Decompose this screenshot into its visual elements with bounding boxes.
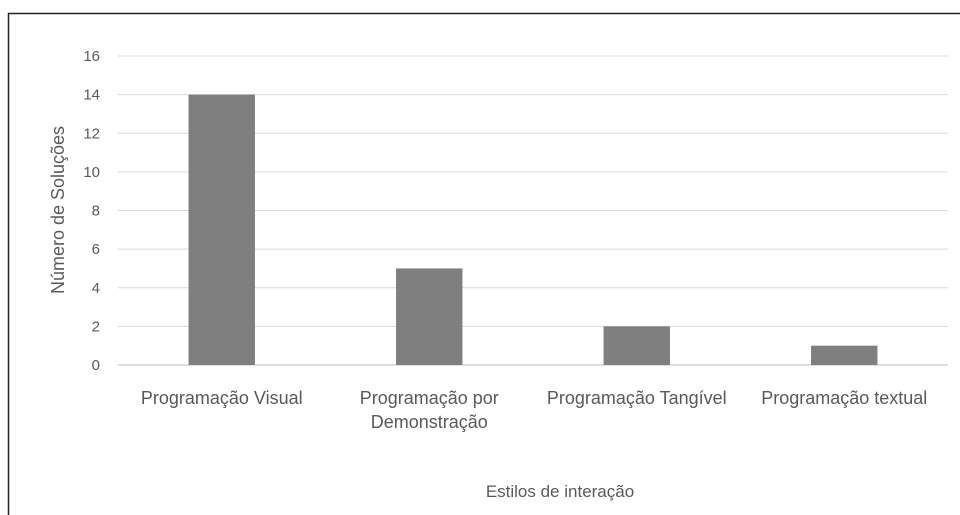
chart-border <box>7 12 960 515</box>
bar <box>188 94 255 365</box>
y-tick-label: 2 <box>92 318 100 335</box>
x-tick-label: Programação por Demonstração <box>359 388 499 432</box>
y-tick-label: 10 <box>83 164 100 181</box>
y-axis-label: Número de Soluções <box>48 126 68 294</box>
y-tick-label: 12 <box>83 125 100 142</box>
x-tick-label: Programação Visual <box>140 388 303 408</box>
x-tick-label: Programação textual <box>761 388 928 408</box>
y-tick-label: 14 <box>83 87 100 104</box>
x-axis-label: Estilos de interação <box>486 482 634 501</box>
bar <box>811 345 878 365</box>
y-tick-label: 4 <box>92 280 100 297</box>
y-tick-label: 6 <box>92 241 100 258</box>
y-tick-label: 16 <box>83 48 100 65</box>
bar <box>603 326 670 365</box>
bar <box>396 268 463 365</box>
y-tick-label: 0 <box>92 357 100 374</box>
x-tick-label: Programação Tangível <box>546 388 727 408</box>
y-tick-label: 8 <box>92 203 100 220</box>
